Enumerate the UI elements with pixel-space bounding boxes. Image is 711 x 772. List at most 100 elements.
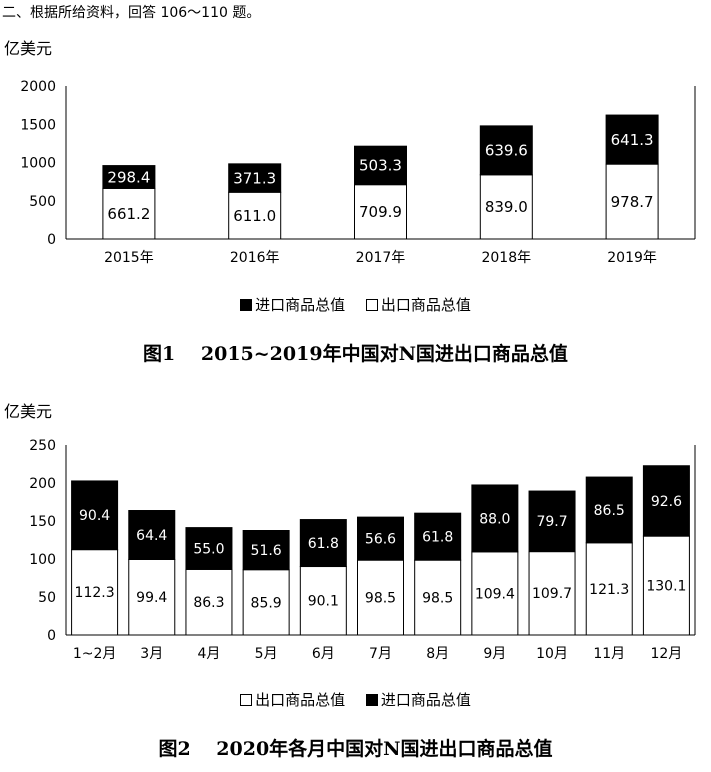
export-value-label: 90.1	[308, 594, 339, 610]
bar-import	[414, 512, 462, 561]
export-value-label: 121.3	[589, 582, 629, 598]
bar-import	[479, 125, 533, 176]
import-value-label: 92.6	[651, 494, 682, 510]
bar-export	[479, 174, 533, 240]
bar-import	[128, 510, 176, 560]
export-value-label: 839.0	[485, 198, 528, 216]
y-tick-label: 1500	[20, 117, 56, 133]
y-tick-label: 0	[47, 628, 56, 644]
bar-export	[71, 549, 119, 636]
legend-swatch-white	[365, 299, 378, 311]
import-value-label: 88.0	[479, 511, 510, 527]
import-value-label: 64.4	[136, 528, 167, 544]
import-value-label: 371.3	[233, 169, 276, 187]
x-tick-label: 12月	[650, 646, 682, 662]
legend-item-export: 出口商品总值	[365, 296, 471, 314]
import-value-label: 79.7	[536, 514, 567, 530]
bar-export	[414, 559, 462, 636]
intro-text: 二、根据所给资料，回答 106～110 题。	[2, 5, 261, 21]
bar-import	[605, 114, 659, 165]
legend-item-import: 进口商品总值	[240, 296, 345, 314]
import-value-label: 61.8	[422, 530, 453, 546]
x-tick-label: 11月	[593, 646, 625, 662]
import-value-label: 641.3	[611, 131, 654, 149]
bar-import	[185, 527, 233, 570]
y-tick-label: 500	[29, 194, 56, 210]
bar-export	[228, 191, 282, 240]
bar-export	[242, 569, 290, 636]
legend-swatch-black	[240, 299, 253, 311]
figure-1-caption: 图1 2015~2019年中国对N国进出口商品总值	[143, 343, 568, 365]
x-tick-label: 6月	[312, 646, 335, 662]
legend-label: 出口商品总值	[255, 691, 346, 709]
bar-export	[299, 566, 347, 636]
export-value-label: 130.1	[646, 578, 686, 594]
bar-export	[528, 551, 576, 636]
y-tick-label: 100	[29, 552, 56, 568]
export-value-label: 98.5	[422, 590, 453, 606]
x-tick-label: 2016年	[230, 250, 280, 266]
x-tick-label: 4月	[197, 646, 220, 662]
export-value-label: 98.5	[365, 590, 396, 606]
export-value-label: 112.3	[75, 585, 115, 601]
bar-export	[185, 568, 233, 636]
import-value-label: 90.4	[79, 508, 110, 524]
x-tick-label: 3月	[140, 646, 163, 662]
bar-import	[585, 476, 633, 544]
export-value-label: 109.4	[475, 586, 515, 602]
export-value-label: 86.3	[193, 595, 224, 611]
x-tick-label: 2015年	[104, 250, 154, 266]
bar-import	[642, 465, 690, 537]
export-value-label: 85.9	[251, 595, 282, 611]
x-tick-label: 1~2月	[73, 646, 117, 662]
export-value-label: 109.7	[532, 586, 572, 602]
y-unit-label: 亿美元	[4, 39, 52, 58]
legend-swatch-black	[365, 694, 378, 706]
legend-label: 进口商品总值	[255, 296, 346, 314]
y-tick-label: 1000	[20, 156, 56, 172]
export-value-label: 661.2	[107, 205, 150, 223]
import-value-label: 51.6	[251, 543, 282, 559]
import-value-label: 55.0	[193, 541, 224, 557]
bar-import	[354, 145, 407, 186]
legend-1: 进口商品总值 出口商品总值	[0, 294, 711, 315]
bar-import	[242, 530, 290, 571]
x-tick-label: 8月	[426, 646, 449, 662]
export-value-label: 978.7	[611, 193, 654, 211]
legend-item-export: 出口商品总值	[240, 691, 345, 709]
chart-1: 亿美元 0 500 1000 1500 2000 661.2 298.4 2015年 611.0 3…	[4, 39, 696, 266]
bar-export	[128, 558, 176, 636]
export-value-label: 611.0	[233, 207, 276, 225]
x-tick-label: 10月	[536, 646, 568, 662]
x-tick-label: 2017年	[356, 250, 406, 266]
x-tick-label: 5月	[255, 646, 278, 662]
legend-label: 出口商品总值	[380, 296, 471, 314]
y-tick-label: 0	[47, 232, 56, 248]
x-tick-label: 7月	[369, 646, 392, 662]
y-tick-label: 150	[29, 514, 56, 530]
x-tick-label: 2018年	[481, 250, 531, 266]
y-unit-label: 亿美元	[4, 402, 52, 421]
chart-2: 亿美元 0 50 100 150 200 250 112.3 90.4 1~2月 99.4 64.4 3…	[4, 402, 696, 662]
x-tick-label: 9月	[483, 646, 506, 662]
bar-import	[71, 480, 119, 551]
bar-export	[605, 163, 659, 240]
y-tick-label: 200	[29, 476, 56, 492]
bar-import	[102, 165, 156, 189]
bar-export	[102, 187, 156, 240]
legend-2: 出口商品总值 进口商品总值	[0, 689, 711, 710]
import-value-label: 61.8	[308, 536, 339, 552]
import-value-label: 503.3	[359, 157, 402, 175]
legend-swatch-white	[240, 694, 253, 706]
legend-item-import: 进口商品总值	[365, 691, 471, 709]
y-tick-label: 50	[38, 590, 56, 606]
bar-export	[471, 551, 519, 636]
bar-import	[228, 163, 282, 193]
legend-label: 进口商品总值	[380, 691, 471, 709]
y-tick-label: 2000	[20, 79, 56, 95]
x-tick-label: 2019年	[607, 250, 657, 266]
import-value-label: 86.5	[594, 503, 625, 519]
import-value-label: 56.6	[365, 532, 396, 548]
bar-import	[357, 516, 404, 561]
export-value-label: 709.9	[359, 203, 402, 221]
